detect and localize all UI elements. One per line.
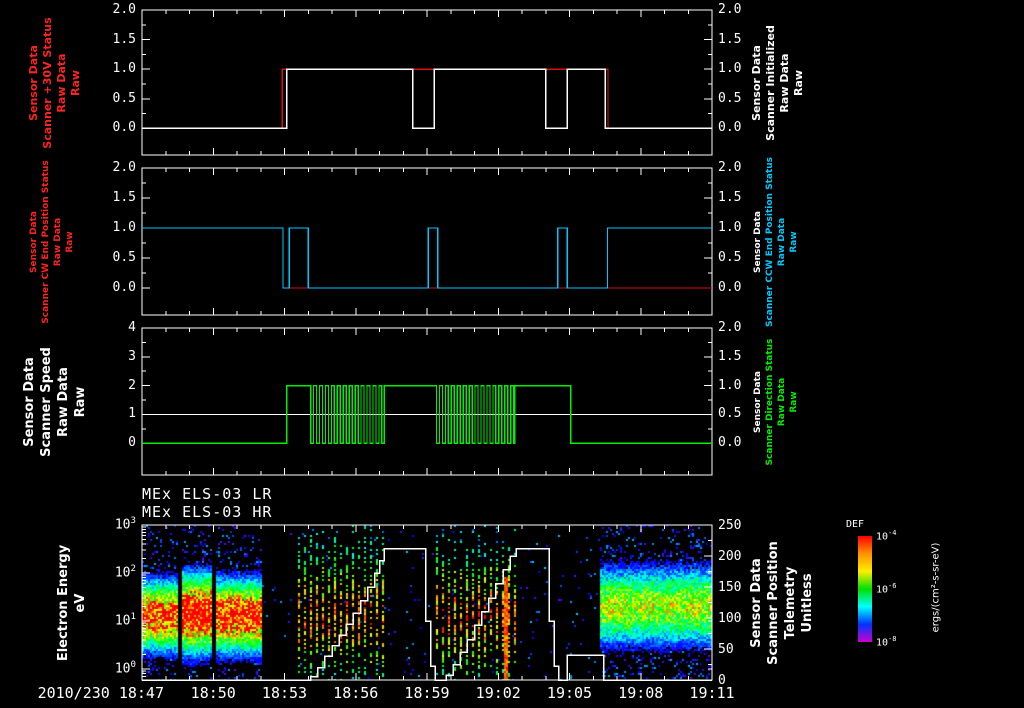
colorbar-title: DEF	[846, 519, 865, 530]
trace-scanner-direction-status	[142, 384, 712, 444]
colorbar-unit-label: ergs/(cm²-s-sr-eV)	[930, 542, 942, 633]
trace-scanner-cw-end-position-status	[142, 227, 712, 289]
electron-energy-spectrogram	[142, 525, 712, 680]
spectrogram-title-lr: MEx ELS-03 LR	[142, 485, 273, 503]
trace-scanner-plus30v-status	[142, 68, 712, 130]
trace-scanner-position-telemetry	[142, 547, 712, 681]
trace-scanner-ccw-end-position-status	[142, 227, 712, 289]
x-axis-date-label: 2010/230 18:47	[37, 684, 164, 702]
trace-scanner-initialized	[142, 68, 712, 130]
spectrogram-title-hr: MEx ELS-03 HR	[142, 503, 273, 521]
flux-colorbar	[858, 536, 872, 642]
